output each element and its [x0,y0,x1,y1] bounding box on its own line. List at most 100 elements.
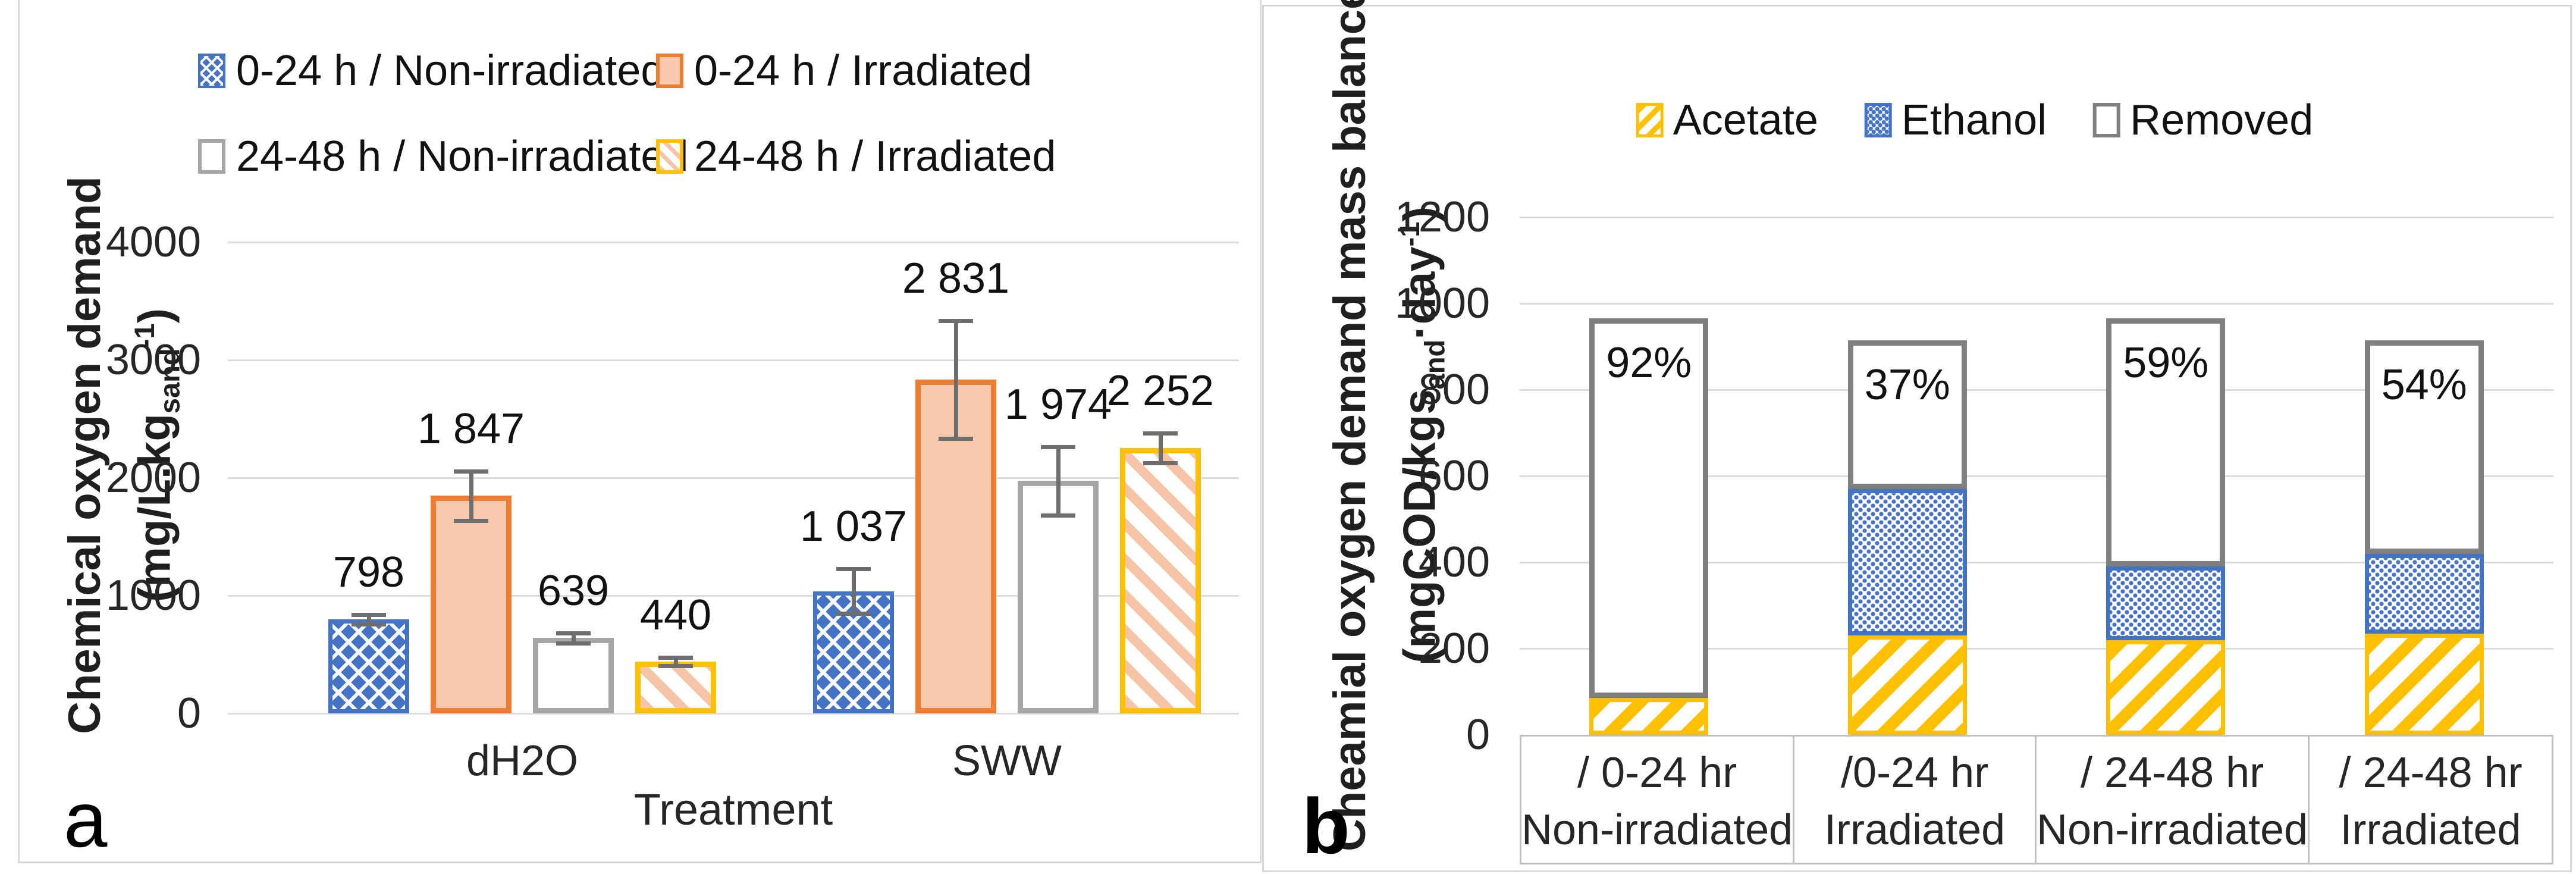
gridline-a-0 [228,713,1239,715]
category-treatment-label: Irradiated [2340,806,2521,854]
category-treatment-label: Irradiated [1824,806,2006,854]
error-bar-cap-top [1143,431,1178,436]
legend-item-orange: 0-24 h / Irradiated [656,46,1032,95]
gridline-b-200 [1520,648,2553,650]
legend-item-bluecross: 0-24 h / Non-irradiated [198,46,664,95]
panel-b-mass-balance-chart: Cheamial oxygen demand mass balance (mgC… [1262,0,2572,872]
legend-label: 0-24 h / Non-irradiated [236,47,665,95]
segment-removed-3 [2106,318,2226,567]
legend-swatch-goldlight-icon [656,139,683,174]
x-axis-title-a: Treatment [633,785,833,834]
legend-item-bluedot: Ethanol [1864,96,2047,145]
segment-golddiag-1 [1589,698,1709,735]
category-time-label: / 24-48 hr [2081,749,2264,797]
error-bar-line [673,657,678,666]
legend-item-grayopen: 24-48 h / Non-irradiated [198,132,688,181]
gridline-b-1200 [1520,217,2553,218]
legend-swatch-grayopen-icon [198,139,225,174]
gridline-a-2000 [228,477,1239,479]
legend-label: 24-48 h / Irradiated [694,133,1056,180]
x-tick-label-a-SWW: SWW [952,737,1062,785]
panel-letter-a: a [64,776,108,863]
percent-label: 37% [1864,361,1950,409]
y-tick-label-b-400: 400 [1418,538,1490,586]
segment-bluedot-3 [2106,566,2226,640]
value-label: 1 037 [799,503,908,551]
y-tick-label-b-1000: 1000 [1394,280,1490,327]
category-time-label: / 0-24 hr [1577,749,1737,797]
error-bar-cap-bottom [836,612,871,616]
percent-label: 59% [2123,339,2209,387]
legend-swatch-bluedot-icon [1864,103,1892,137]
y-tick-label-a-1000: 1000 [105,572,201,619]
unit-text: ) [129,308,180,324]
error-bar-cap-bottom [1041,513,1075,518]
value-label: 798 [332,549,405,597]
segment-golddiag-3 [2106,640,2226,735]
error-bar-cap-top [1041,444,1075,449]
error-bar-cap-top [939,319,973,324]
segment-bluedot-2 [1847,488,1967,636]
y-tick-label-a-0: 0 [177,690,201,737]
bar-bluecross-dH2O [328,619,409,713]
panel-letter-b: b [1302,782,1350,870]
category-cell: /0-24 hr Irradiated [1794,737,2037,863]
legend-label: 0-24 h / Irradiated [694,47,1033,95]
legend-swatch-bluecross-icon [198,54,225,88]
category-table: / 0-24 hr Non-irradiated/0-24 hr Irradiate… [1520,735,2553,864]
segment-golddiag-4 [2364,633,2484,735]
category-cell: / 24-48 hr Irradiated [2310,737,2552,863]
y-tick-label-a-3000: 3000 [105,336,201,384]
bar-bluecross-SWW [813,591,894,713]
y-tick-label-a-2000: 2000 [105,454,201,502]
error-bar-cap-bottom [556,641,591,646]
legend-swatch-golddiag-icon [1636,103,1664,137]
bar-goldlight-dH2O [635,661,716,713]
gridline-b-600 [1520,475,2553,477]
category-cell: / 0-24 hr Non-irradiated [1521,737,1795,863]
error-bar-cap-bottom [352,622,386,626]
error-bar-cap-top [352,613,386,618]
segment-bluedot-4 [2364,553,2484,634]
error-bar-cap-top [454,469,488,474]
legend-swatch-orange-icon [656,54,683,88]
error-bar-line [366,615,371,624]
error-bar-line [469,471,473,521]
unit-text: (mgCOD/kgs [1394,389,1445,663]
category-time-label: / 24-48 hr [2339,749,2522,797]
error-bar-cap-top [556,631,591,635]
legend-item-removed: Removed [2093,96,2313,145]
bar-goldlight-SWW [1120,448,1201,713]
error-bar-line [1158,433,1163,463]
error-bar-line [851,569,856,614]
panel-a-cod-chart: Chemical oxygen demand (mg/L.kgsand-1) 0… [18,0,1262,863]
gridline-a-3000 [228,359,1239,361]
y-tick-label-b-1200: 1200 [1394,193,1490,241]
error-bar-cap-bottom [939,437,973,441]
error-bar-line [953,321,958,439]
legend-row: Acetate Ethanol Removed [1636,96,2313,145]
value-label: 2 252 [1106,367,1215,415]
error-bar-cap-bottom [454,518,488,523]
legend-item-golddiag: Acetate [1636,96,1818,145]
legend-item-goldlight: 24-48 h / Irradiated [656,132,1056,181]
percent-label: 92% [1606,339,1692,387]
error-bar-cap-top [836,567,871,572]
category-treatment-label: Non-irradiated [1521,806,1793,854]
legend-label: Ethanol [1901,96,2047,144]
legend-label: 24-48 h / Non-irradiated [236,133,689,180]
value-label: 1 847 [417,405,525,453]
y-tick-label-b-200: 200 [1418,625,1490,672]
segment-golddiag-2 [1847,635,1967,735]
legend-swatch-removed-icon [2093,103,2121,137]
segment-removed-2 [1847,340,1967,489]
gridline-a-1000 [228,595,1239,597]
value-label: 639 [537,566,610,615]
gridline-a-4000 [228,242,1239,243]
error-bar-cap-bottom [658,663,693,668]
gridline-b-400 [1520,562,2553,563]
value-label: 1 974 [1004,380,1112,428]
error-bar-cap-bottom [1143,461,1178,465]
gridline-b-1000 [1520,303,2553,305]
